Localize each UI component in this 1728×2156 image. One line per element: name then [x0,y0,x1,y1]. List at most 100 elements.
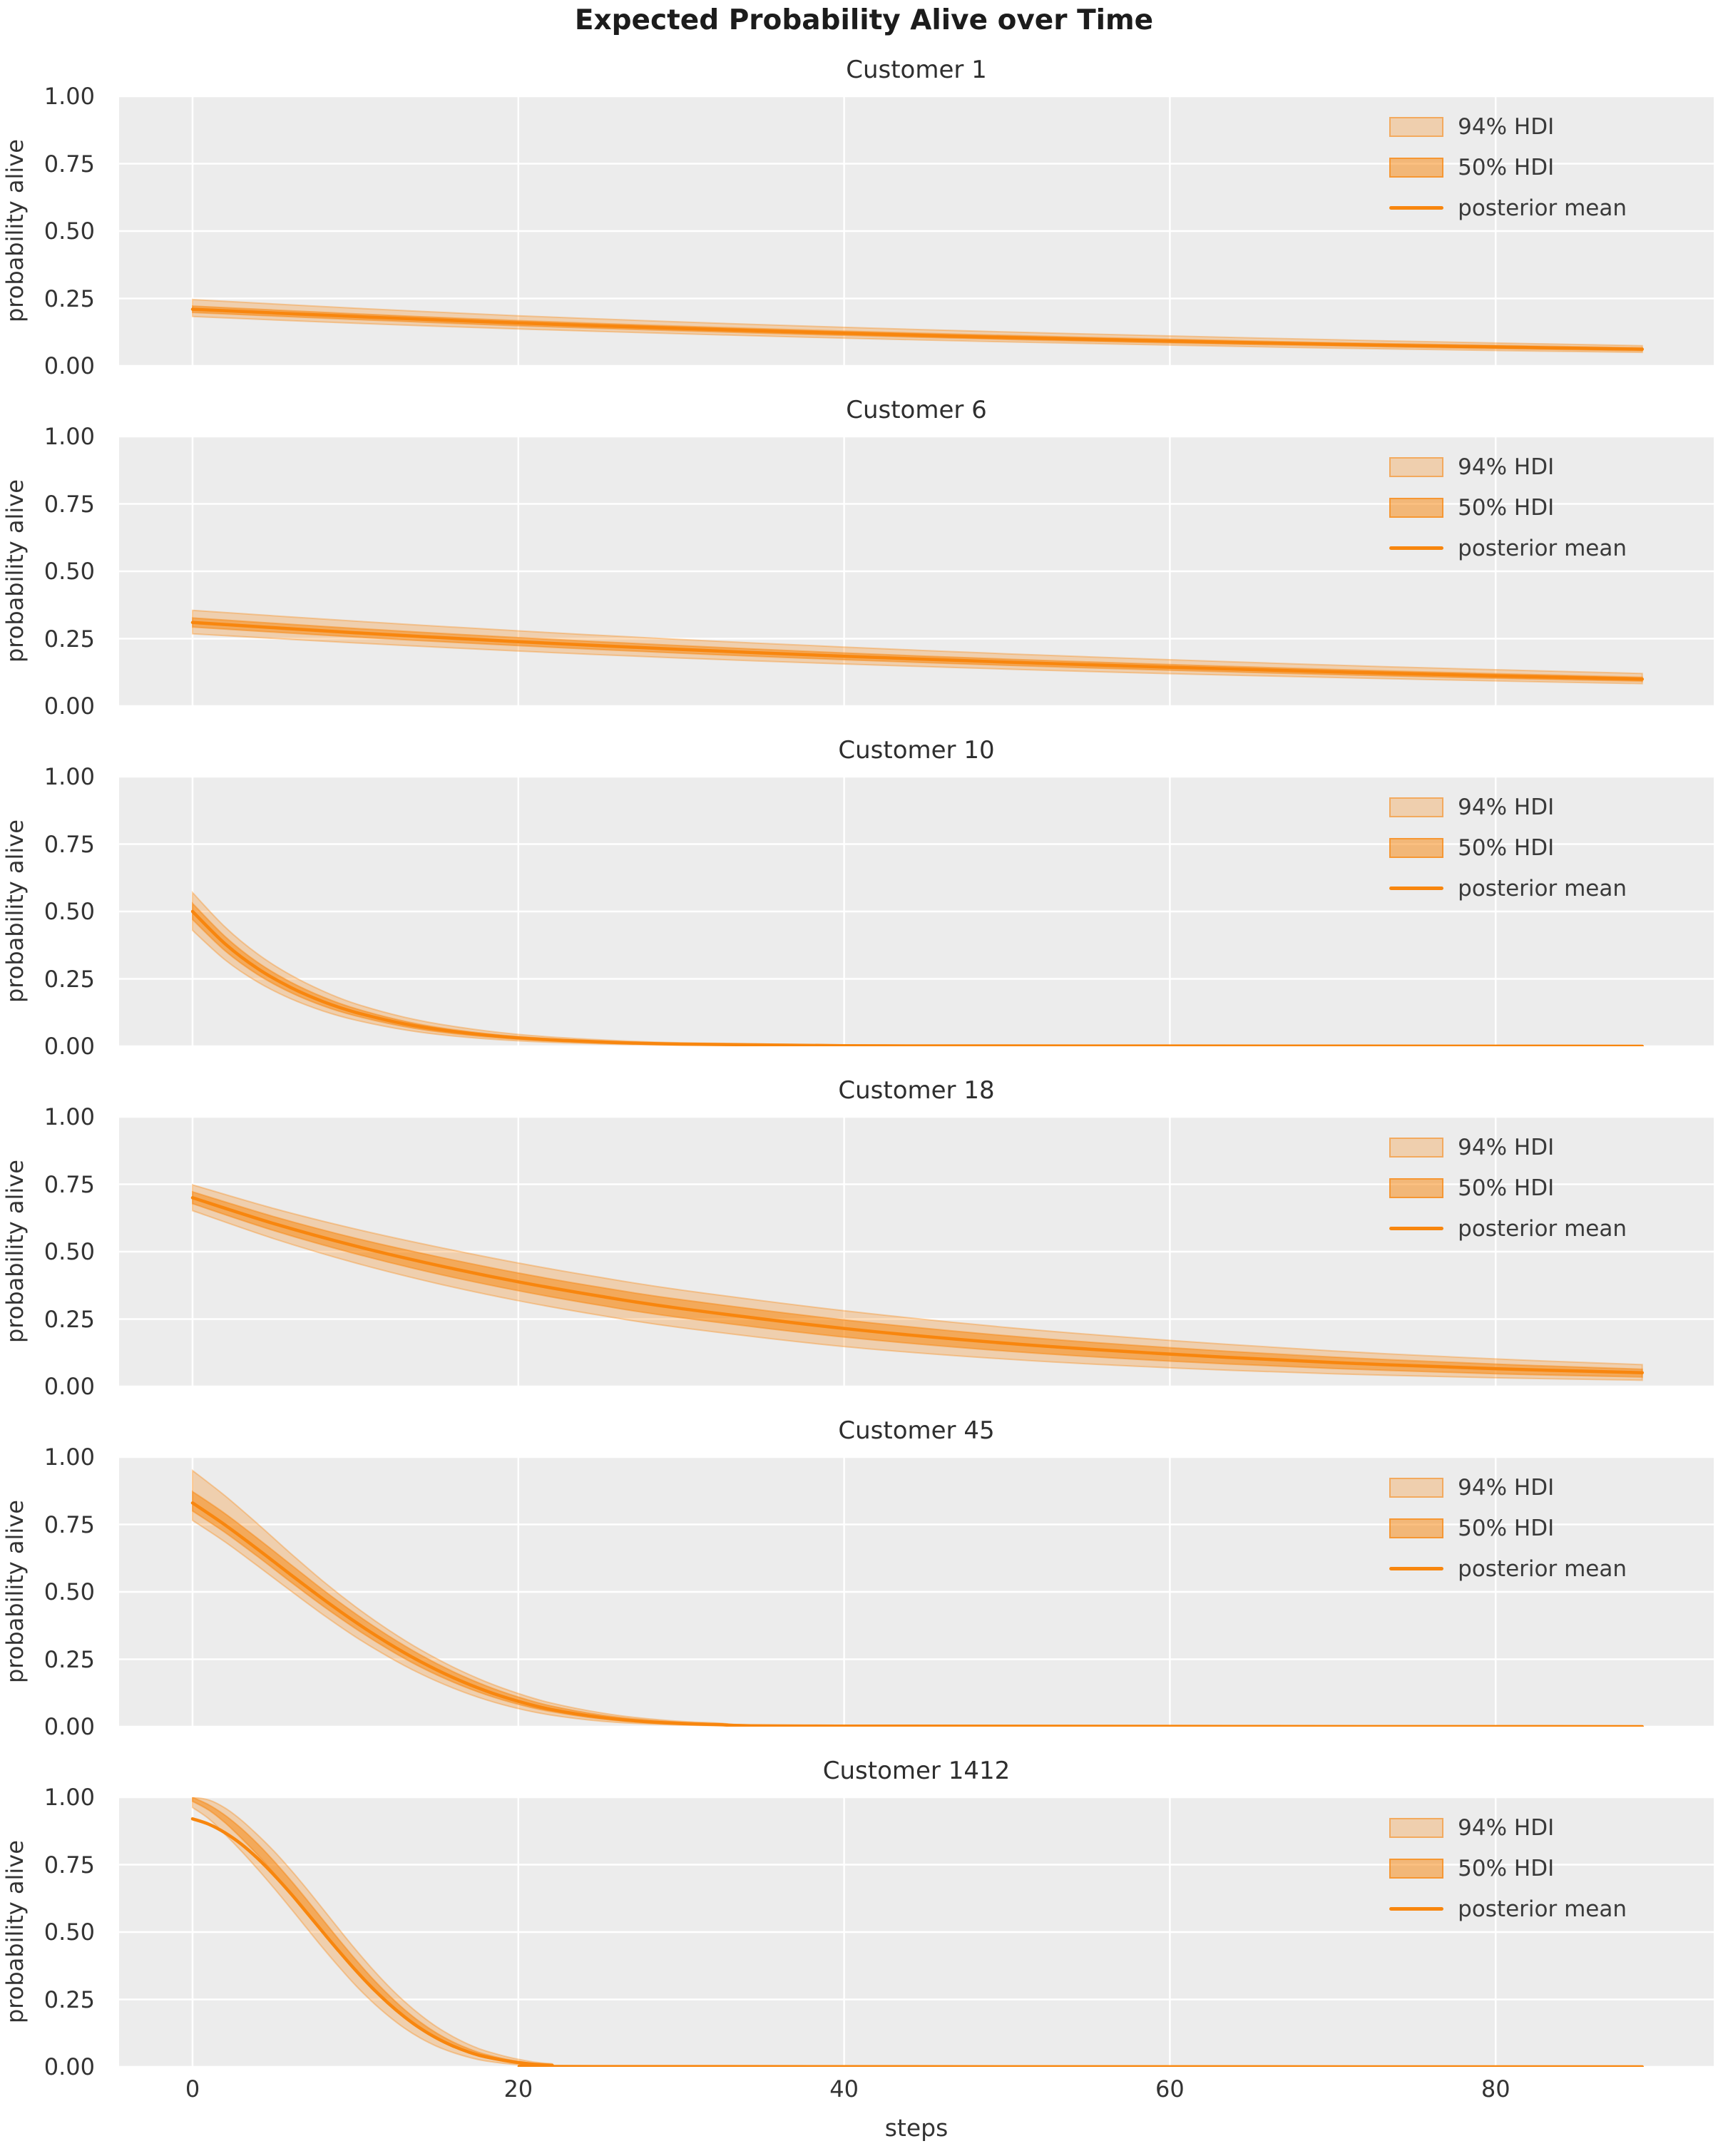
posterior-mean-line [190,1196,1645,1374]
y-tick-label: 0.75 [44,1851,95,1879]
y-tick-label: 0.50 [44,898,95,925]
subplot-customer-6: Customer 6 1.00 0.75 0.50 0.25 0.00 probabil… [1,396,1714,719]
subplot-title: Customer 45 [838,1416,995,1445]
y-tick-label: 0.25 [44,965,95,993]
hdi-50-swatch-icon [1389,1518,1444,1538]
y-tick-label: 1.00 [44,1103,95,1130]
y-tick-label: 0.50 [44,218,95,245]
plot-area [119,436,1714,706]
y-axis-ticks: 1.00 0.75 0.50 0.25 0.00 [25,1784,105,2080]
posterior-mean-line [190,1501,1645,1727]
hdi-94-band [192,1797,1642,2067]
posterior-mean-line [190,1817,1645,2067]
legend-item-posterior-mean: posterior mean [1389,195,1627,221]
subplot-customer-1: Customer 1 1.00 0.75 0.50 0.25 0.00 probabil… [1,56,1714,379]
posterior-mean-line [190,909,1645,1046]
y-tick-label: 0.50 [44,1238,95,1265]
legend-item-posterior-mean: posterior mean [1389,1556,1627,1582]
subplot-title: Customer 1 [846,56,987,84]
legend-label: 50% HDI [1458,1855,1555,1881]
legend-label: 50% HDI [1458,1175,1555,1201]
y-tick-label: 0.25 [44,625,95,653]
legend-label: 94% HDI [1458,113,1555,140]
plot-area [119,1117,1714,1386]
legend-label: 94% HDI [1458,1474,1555,1501]
hdi-50-swatch-icon [1389,157,1444,178]
legend: 94% HDI 50% HDI posterior mean [1389,1474,1627,1582]
y-axis-label: probability alive [1,819,29,1003]
x-axis-ticks: 0 20 40 60 80 [119,2070,1714,2111]
hdi-94-band [192,890,1642,1046]
y-axis-ticks: 1.00 0.75 0.50 0.25 0.00 [25,1104,105,1399]
legend-label: 50% HDI [1458,154,1555,180]
y-axis-label: probability alive [1,479,29,663]
subplot-customer-10: Customer 10 1.00 0.75 0.50 0.25 0.00 probabi… [1,736,1714,1059]
legend-label: 94% HDI [1458,794,1555,820]
plot-area [119,777,1714,1046]
y-tick-label: 0.75 [44,150,95,178]
legend-label: posterior mean [1458,195,1627,221]
legend-item-94-hdi: 94% HDI [1389,1474,1627,1501]
legend-item-50-hdi: 50% HDI [1389,1516,1627,1541]
x-axis-label: steps [884,2114,949,2142]
legend: 94% HDI 50% HDI posterior mean [1389,794,1627,901]
posterior-mean-line-icon [1389,1227,1444,1230]
legend-label: posterior mean [1458,1215,1627,1242]
legend-item-posterior-mean: posterior mean [1389,1896,1627,1922]
subplot-title: Customer 10 [838,736,995,765]
legend-label: 94% HDI [1458,1134,1555,1160]
legend-label: posterior mean [1458,1896,1627,1922]
subplot-title: Customer 18 [838,1076,995,1105]
y-tick-label: 0.25 [44,285,95,312]
y-axis-label: probability alive [1,1500,29,1684]
y-tick-label: 0.00 [44,1033,95,1060]
y-axis-label: probability alive [1,139,29,323]
hdi-50-band [192,901,1642,1046]
y-tick-label: 0.25 [44,1986,95,2013]
y-tick-label: 0.50 [44,1919,95,1946]
posterior-mean-line-icon [1389,1567,1444,1570]
legend-item-50-hdi: 50% HDI [1389,495,1627,521]
legend: 94% HDI 50% HDI posterior mean [1389,1815,1627,1922]
hdi-94-swatch-icon [1389,1477,1444,1498]
y-tick-label: 0.00 [44,2053,95,2080]
y-tick-label: 1.00 [44,1444,95,1471]
legend: 94% HDI 50% HDI posterior mean [1389,113,1627,221]
hdi-94-swatch-icon [1389,456,1444,477]
legend-item-posterior-mean: posterior mean [1389,876,1627,901]
y-tick-label: 0.25 [44,1645,95,1673]
hdi-94-swatch-icon [1389,1137,1444,1158]
x-tick-label: 40 [829,2075,859,2103]
x-tick-label: 0 [185,2075,200,2103]
y-tick-label: 0.75 [44,1511,95,1538]
y-tick-label: 0.00 [44,352,95,379]
y-axis-label: probability alive [1,1160,29,1344]
y-tick-label: 0.75 [44,1170,95,1198]
hdi-94-swatch-icon [1389,116,1444,137]
legend-item-50-hdi: 50% HDI [1389,1175,1627,1201]
posterior-mean-line-icon [1389,206,1444,210]
plot-area [119,1797,1714,2067]
y-tick-label: 0.25 [44,1305,95,1333]
legend-label: 50% HDI [1458,834,1555,861]
y-tick-label: 0.75 [44,830,95,858]
y-tick-label: 0.50 [44,1578,95,1605]
legend-item-94-hdi: 94% HDI [1389,454,1627,480]
legend-item-posterior-mean: posterior mean [1389,1215,1627,1242]
subplot-customer-45: Customer 45 1.00 0.75 0.50 0.25 0.00 probabi… [1,1416,1714,1739]
legend-item-50-hdi: 50% HDI [1389,154,1627,180]
legend-item-50-hdi: 50% HDI [1389,1855,1627,1881]
legend-label: 94% HDI [1458,454,1555,480]
posterior-mean-line-icon [1389,546,1444,550]
plot-area [119,96,1714,366]
hdi-50-swatch-icon [1389,1858,1444,1879]
legend-item-posterior-mean: posterior mean [1389,536,1627,561]
y-tick-label: 1.00 [44,1784,95,1811]
legend: 94% HDI 50% HDI posterior mean [1389,454,1627,561]
legend-item-94-hdi: 94% HDI [1389,1134,1627,1160]
subplot-customer-1412: Customer 1412 1.00 0.75 0.50 0.25 0.00 proba… [1,1757,1714,2080]
hdi-94-swatch-icon [1389,1817,1444,1838]
hdi-50-band [192,1190,1643,1378]
x-tick-label: 20 [503,2075,533,2103]
